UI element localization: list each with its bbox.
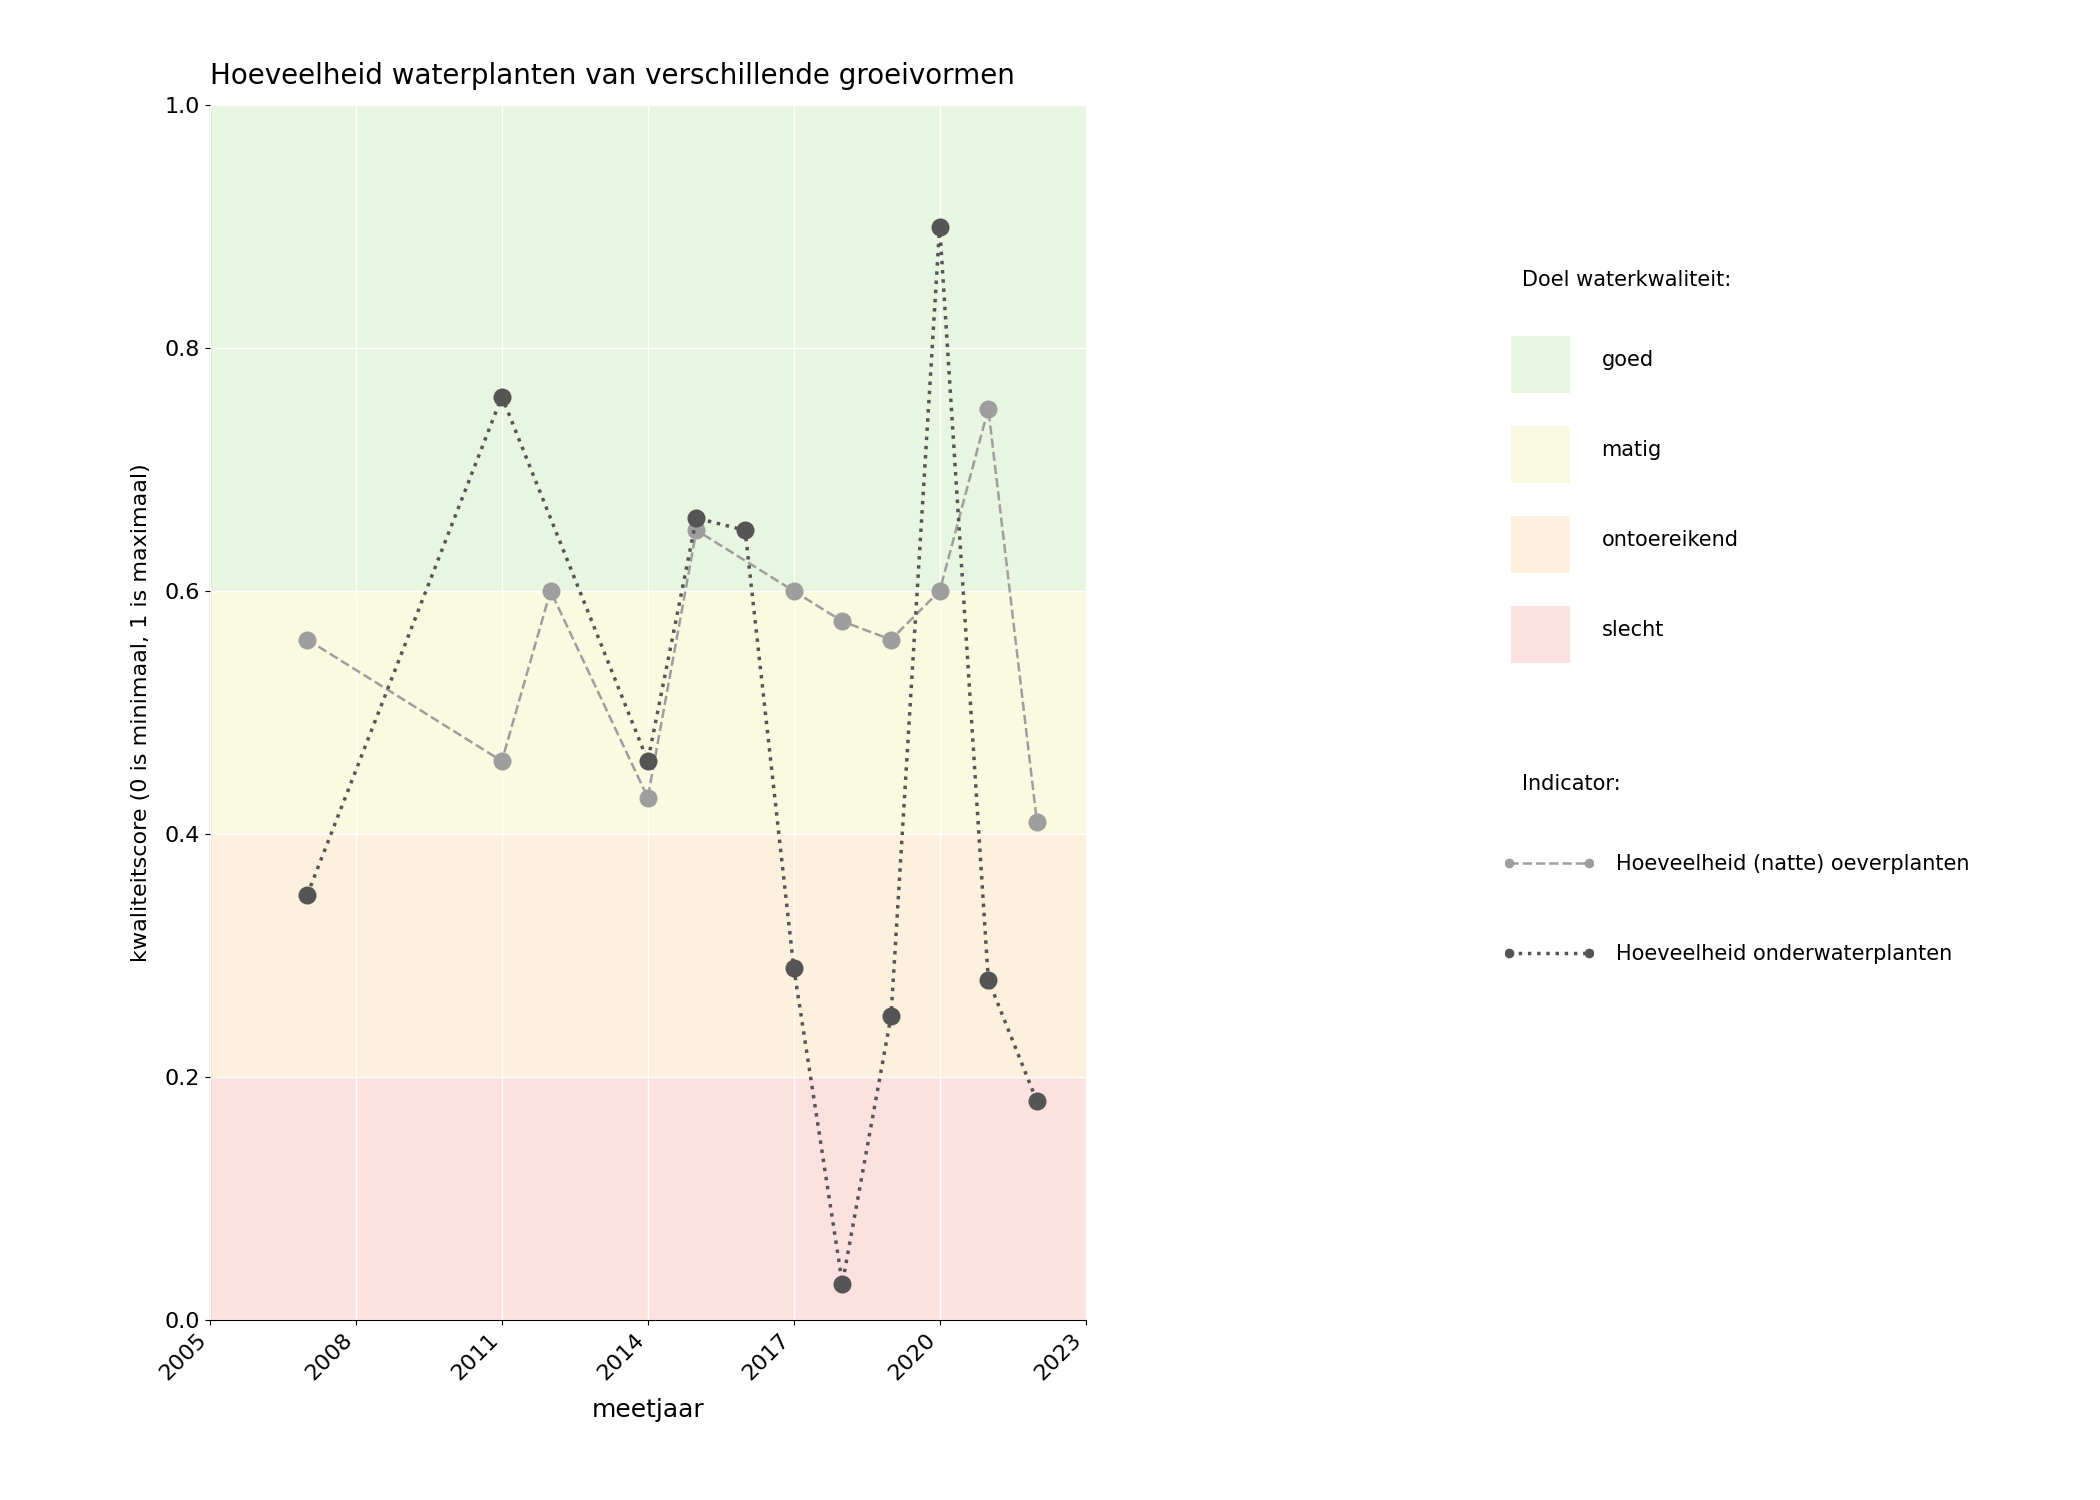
Text: Hoeveelheid (natte) oeverplanten: Hoeveelheid (natte) oeverplanten [1617,853,1970,874]
Text: Doel waterkwaliteit:: Doel waterkwaliteit: [1522,270,1730,290]
Text: slecht: slecht [1602,620,1663,640]
Text: matig: matig [1602,440,1661,460]
X-axis label: meetjaar: meetjaar [592,1398,704,1422]
Text: goed: goed [1602,350,1653,370]
Text: ontoereikend: ontoereikend [1602,530,1739,550]
Bar [210,591,1086,834]
Bar [210,105,1086,591]
Text: Hoeveelheid onderwaterplanten: Hoeveelheid onderwaterplanten [1617,944,1953,964]
Text: Hoeveelheid waterplanten van verschillende groeivormen: Hoeveelheid waterplanten van verschillen… [210,62,1014,90]
Bar [210,1077,1086,1320]
Y-axis label: kwaliteitscore (0 is minimaal, 1 is maximaal): kwaliteitscore (0 is minimaal, 1 is maxi… [130,464,151,962]
Bar [210,834,1086,1077]
Text: Indicator:: Indicator: [1522,774,1621,794]
